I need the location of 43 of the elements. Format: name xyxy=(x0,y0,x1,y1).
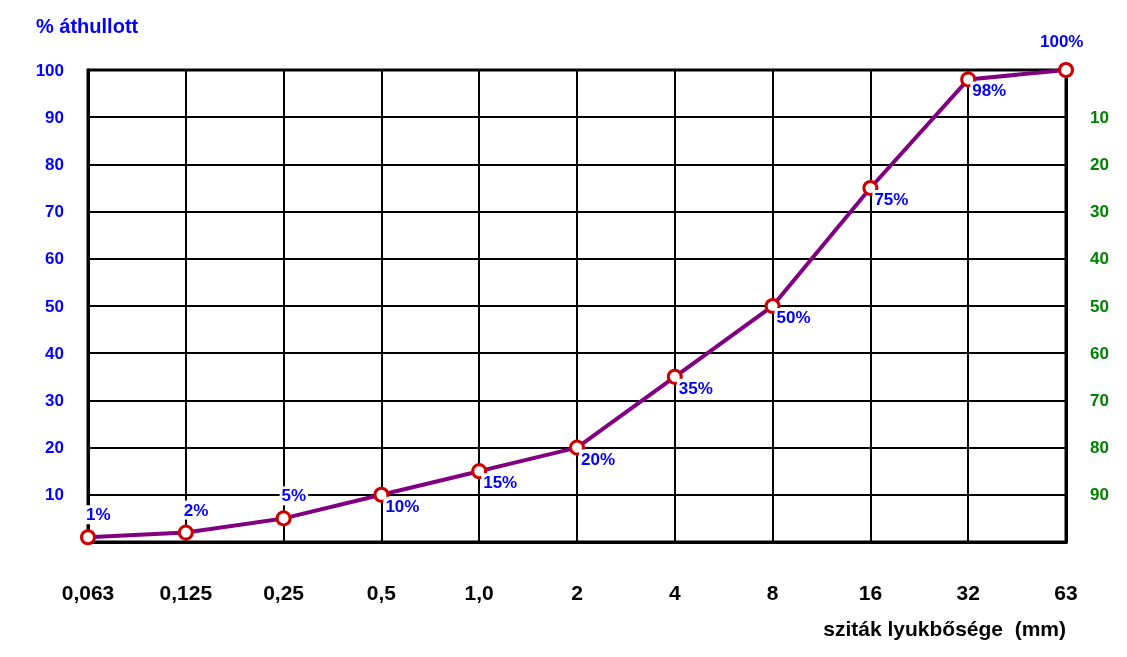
data-label: 98% xyxy=(972,81,1007,101)
data-label: 35% xyxy=(678,378,713,398)
x-tick-label: 63 xyxy=(1054,581,1078,604)
x-tick-label: 0,5 xyxy=(366,581,397,604)
x-axis-title: sziták lyukbősége (mm) xyxy=(823,617,1066,640)
y-tick-label: 100 xyxy=(35,60,64,80)
x-tick-label: 0,25 xyxy=(263,581,305,604)
x-tick-label: 16 xyxy=(858,581,883,604)
y2-tick-label: 20 xyxy=(1090,154,1109,174)
y-tick-label: 10 xyxy=(45,485,64,505)
data-label: 2% xyxy=(183,500,209,520)
x-tick-label: 2 xyxy=(571,581,583,604)
y2-tick-label: 10 xyxy=(1090,107,1109,127)
y2-tick-label: 40 xyxy=(1090,249,1109,269)
y2-tick-label: 90 xyxy=(1090,485,1109,505)
y2-tick-label: 30 xyxy=(1090,202,1109,222)
y-tick-label: 60 xyxy=(45,249,64,269)
y-tick-label: 70 xyxy=(45,202,64,222)
y-axis-title: % áthullott xyxy=(36,15,139,37)
y2-tick-label: 60 xyxy=(1090,343,1109,363)
x-tick-label: 32 xyxy=(956,581,980,604)
data-label: 15% xyxy=(483,473,518,493)
y-tick-label: 50 xyxy=(45,296,64,316)
x-tick-label: 0,063 xyxy=(61,581,115,604)
data-label: 75% xyxy=(874,190,909,209)
y2-tick-label: 70 xyxy=(1090,390,1109,410)
y2-tick-label: 80 xyxy=(1090,438,1109,458)
y-tick-label: 80 xyxy=(45,154,64,174)
data-label: 10% xyxy=(385,496,420,516)
y-tick-label: 40 xyxy=(45,343,64,363)
y-tick-label: 30 xyxy=(45,390,64,410)
x-tick-label: 4 xyxy=(668,581,681,604)
data-label: 20% xyxy=(581,449,616,469)
y-tick-label: 20 xyxy=(45,438,64,458)
x-tick-label: 0,125 xyxy=(159,581,213,604)
data-label: 50% xyxy=(776,308,811,327)
x-tick-label: 1,0 xyxy=(464,581,494,604)
data-label: 1% xyxy=(86,505,111,525)
y-tick-label: 90 xyxy=(45,107,64,127)
y2-tick-label: 50 xyxy=(1090,296,1109,316)
data-label: 100% xyxy=(1040,32,1084,51)
x-tick-label: 8 xyxy=(766,581,779,604)
data-label: 5% xyxy=(281,486,307,506)
